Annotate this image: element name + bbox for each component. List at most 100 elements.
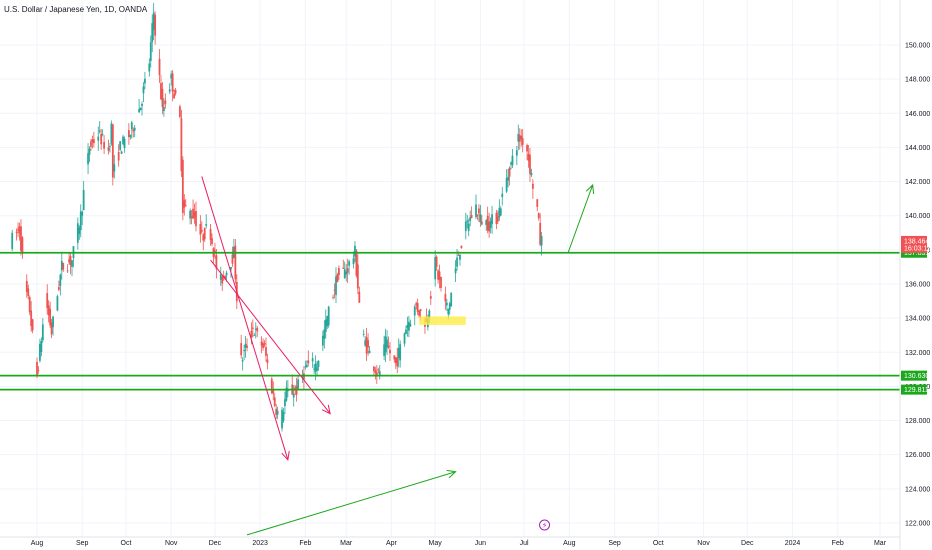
- candle-up: [501, 193, 504, 198]
- candle-down: [393, 355, 396, 360]
- candle-down: [69, 256, 72, 266]
- candle-up: [485, 220, 488, 225]
- candle-down: [37, 369, 40, 371]
- time-axis[interactable]: Aug Sep Oct Nov Dec 2023 Feb Mar Apr May Jun Jul Aug…: [0, 536, 900, 547]
- candle-down: [367, 340, 369, 348]
- candle-down: [520, 135, 523, 140]
- drawings[interactable]: ⚡: [201, 176, 595, 536]
- candle-down: [173, 93, 175, 99]
- candle-down: [275, 408, 278, 416]
- candle-up: [133, 127, 136, 131]
- candle-down: [262, 343, 264, 349]
- candle-down: [435, 256, 438, 267]
- candle-up: [316, 367, 318, 371]
- candle-down: [161, 88, 164, 107]
- time-tick-label: Dec: [209, 540, 222, 547]
- candle-down: [103, 141, 105, 149]
- candle-up: [479, 213, 482, 223]
- last-price-countdown: 16:03:13: [904, 245, 931, 252]
- candle-down: [303, 373, 305, 380]
- support-levels[interactable]: [0, 251, 900, 391]
- candle-up: [41, 324, 44, 341]
- candle-down: [190, 216, 193, 218]
- candle-up: [253, 335, 256, 336]
- candle-down: [394, 357, 397, 364]
- candle-down: [200, 229, 203, 232]
- candle-down: [377, 369, 380, 371]
- price-axis[interactable]: 150.000 148.000 146.000 144.000 142.000 140.0…: [899, 0, 930, 550]
- candle-up: [241, 359, 244, 362]
- candle-up: [11, 232, 14, 249]
- candle-down: [174, 89, 177, 94]
- candle-up: [314, 363, 317, 372]
- candle-up: [138, 109, 140, 113]
- candle-up: [81, 211, 84, 216]
- candle-down: [183, 200, 186, 208]
- candle-up: [327, 306, 330, 326]
- candle-up: [378, 371, 381, 376]
- candle-up: [144, 78, 146, 84]
- candle-up: [510, 162, 512, 165]
- candle-down: [25, 280, 28, 292]
- candle-down: [307, 360, 310, 364]
- candle-down: [527, 153, 530, 161]
- candle-down: [478, 208, 480, 214]
- candle-down: [365, 337, 368, 354]
- projection-arrow[interactable]: [246, 471, 456, 536]
- level-price-badge-text: 129.811: [904, 387, 929, 394]
- candle-down: [374, 370, 377, 373]
- candle-up: [120, 151, 123, 154]
- candle-up: [205, 224, 208, 226]
- price-tick-label: 124.000: [905, 486, 930, 493]
- candle-up: [515, 150, 518, 156]
- candle-up: [284, 399, 286, 407]
- candle-down: [27, 288, 30, 296]
- candle-up: [52, 316, 54, 328]
- candle-down: [209, 228, 212, 240]
- lightning-icon: ⚡: [542, 521, 548, 530]
- candle-down: [132, 129, 135, 132]
- price-tick-label: 126.000: [905, 452, 930, 459]
- projection-arrow[interactable]: [567, 184, 594, 254]
- candle-up: [56, 296, 59, 311]
- candle-down: [28, 297, 31, 313]
- candle-up: [450, 293, 453, 307]
- candle-up: [130, 122, 133, 130]
- candle-up: [113, 164, 116, 172]
- last-price-badge: [901, 235, 927, 253]
- time-tick-label: Sep: [76, 540, 89, 547]
- candle-up: [459, 254, 461, 260]
- candle-up: [475, 204, 477, 218]
- time-tick-label: May: [429, 540, 443, 547]
- candle-down: [46, 293, 49, 309]
- event-marker[interactable]: [539, 519, 551, 531]
- candle-down: [338, 268, 340, 275]
- candle-up: [383, 344, 386, 356]
- candle-up: [119, 141, 122, 150]
- candle-down: [416, 303, 419, 312]
- channel-arrow[interactable]: [210, 259, 331, 415]
- candle-up: [101, 134, 104, 136]
- candle-up: [498, 207, 501, 218]
- candle-up: [305, 364, 308, 368]
- candle-up: [499, 208, 502, 216]
- candle-up: [434, 257, 437, 280]
- candle-down: [521, 138, 524, 145]
- candle-up: [219, 274, 222, 280]
- candle-up: [254, 328, 257, 330]
- channel-arrow[interactable]: [201, 176, 289, 460]
- candle-down: [250, 330, 253, 338]
- candle-down: [90, 141, 92, 147]
- candle-down: [21, 237, 24, 254]
- time-tick-label: Nov: [165, 540, 178, 547]
- candle-down: [224, 275, 227, 279]
- time-tick-label: Sep: [608, 540, 621, 547]
- candle-up: [469, 217, 472, 222]
- candle-down: [203, 228, 206, 240]
- candle-up: [285, 387, 288, 401]
- candle-down: [30, 310, 33, 327]
- candle-down: [66, 270, 69, 272]
- candle-up: [386, 339, 388, 348]
